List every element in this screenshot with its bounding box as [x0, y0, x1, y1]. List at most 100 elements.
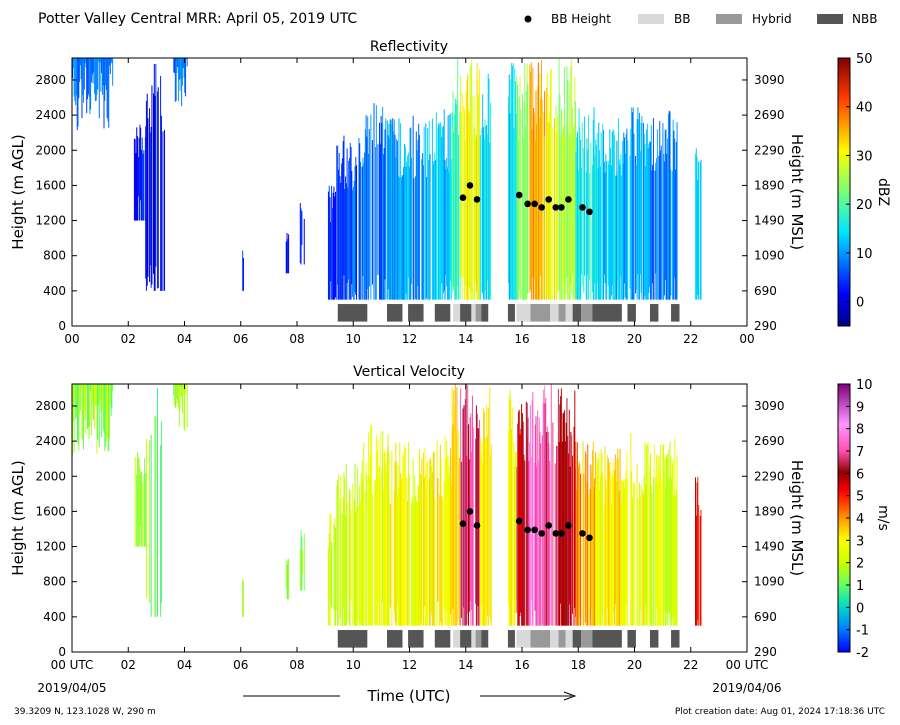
colorbar-tick-label: -1: [856, 624, 869, 639]
y-right-tick-label: 3090: [754, 73, 785, 87]
data-column: [626, 128, 628, 300]
data-column: [617, 171, 619, 281]
data-column: [571, 107, 573, 276]
data-column: [364, 491, 366, 626]
data-column: [173, 58, 175, 73]
data-column: [508, 74, 510, 300]
data-column: [303, 218, 305, 265]
data-column: [470, 64, 472, 293]
data-column: [343, 135, 345, 276]
data-column: [437, 127, 439, 300]
data-column: [382, 430, 384, 602]
data-column: [342, 141, 344, 300]
x-tick-label: 16: [514, 332, 529, 346]
bb-class-bar-hybrid: [530, 630, 551, 648]
end-date: 2019/04/06: [712, 681, 781, 695]
bb-height-point: [459, 194, 467, 202]
data-column: [479, 419, 481, 626]
bb-class-bar-hybrid: [558, 304, 566, 322]
bb-height-point: [579, 204, 586, 211]
y-right-tick-label: 1090: [754, 575, 785, 589]
data-column: [656, 454, 658, 609]
data-column: [376, 450, 378, 626]
data-column: [397, 176, 399, 300]
data-column: [485, 125, 487, 300]
bb-height-point: [473, 196, 481, 203]
data-column: [110, 384, 112, 417]
data-column: [83, 58, 85, 90]
legend-label: BB Height: [551, 12, 611, 26]
data-column: [404, 447, 406, 626]
data-column: [650, 485, 652, 626]
data-column: [674, 438, 676, 626]
data-column: [112, 58, 114, 86]
bb-class-bar-hybrid: [475, 630, 482, 648]
reflectivity-bb-heights: [459, 182, 593, 216]
data-column: [364, 129, 366, 300]
legend-swatch-nbb: [817, 14, 843, 24]
data-column: [86, 58, 88, 113]
velocity-colorbar-label: m/s: [875, 505, 891, 531]
data-column: [448, 475, 450, 626]
bb-class-bar-hybrid: [530, 304, 551, 322]
data-column: [654, 170, 656, 300]
data-column: [515, 451, 517, 614]
data-column: [592, 442, 594, 626]
data-column: [137, 456, 139, 547]
data-column: [379, 466, 381, 626]
data-column: [424, 447, 426, 626]
data-column: [610, 148, 612, 300]
y-tick-label: 400: [43, 284, 66, 298]
data-column: [343, 472, 345, 626]
data-column: [400, 123, 402, 300]
data-column: [379, 431, 381, 626]
data-column: [82, 384, 84, 440]
data-column: [412, 459, 414, 626]
data-column: [90, 384, 92, 392]
data-column: [94, 58, 96, 95]
data-column: [337, 479, 339, 626]
data-column: [108, 384, 110, 451]
data-column: [337, 145, 339, 285]
bb-height-point: [538, 204, 545, 211]
data-column: [631, 112, 633, 300]
x-tick-label: 18: [571, 332, 586, 346]
data-column: [358, 137, 360, 300]
data-column: [622, 481, 624, 626]
data-column: [588, 173, 590, 281]
data-column: [418, 123, 420, 300]
data-column: [368, 477, 370, 626]
bb-height-point: [538, 530, 545, 537]
data-column: [602, 472, 604, 626]
data-column: [476, 62, 478, 300]
data-column: [664, 487, 666, 626]
bb-class-bar-nbb: [481, 304, 489, 322]
bb-height-point: [524, 526, 531, 534]
data-column: [442, 499, 444, 626]
bb-class-bar-bb: [565, 304, 573, 322]
data-column: [330, 222, 332, 282]
data-column: [613, 476, 615, 615]
data-column: [416, 502, 418, 626]
data-column: [393, 490, 395, 612]
arrow-right-icon: [563, 691, 577, 701]
data-column: [81, 384, 83, 440]
data-column: [667, 138, 669, 300]
data-column: [142, 153, 144, 221]
data-column: [75, 58, 77, 106]
data-column: [697, 179, 699, 295]
data-column: [339, 498, 341, 619]
data-column: [698, 161, 700, 300]
data-column: [150, 434, 152, 617]
data-column: [174, 58, 176, 74]
colorbar-tick-label: 5: [856, 490, 864, 505]
data-column: [645, 166, 647, 300]
colorbar-tick-label: 8: [856, 423, 864, 438]
data-column: [333, 186, 335, 300]
data-column: [375, 435, 377, 626]
data-column: [614, 470, 616, 626]
data-column: [544, 403, 546, 626]
data-column: [411, 502, 413, 626]
data-column: [672, 459, 674, 626]
data-column: [696, 482, 698, 626]
